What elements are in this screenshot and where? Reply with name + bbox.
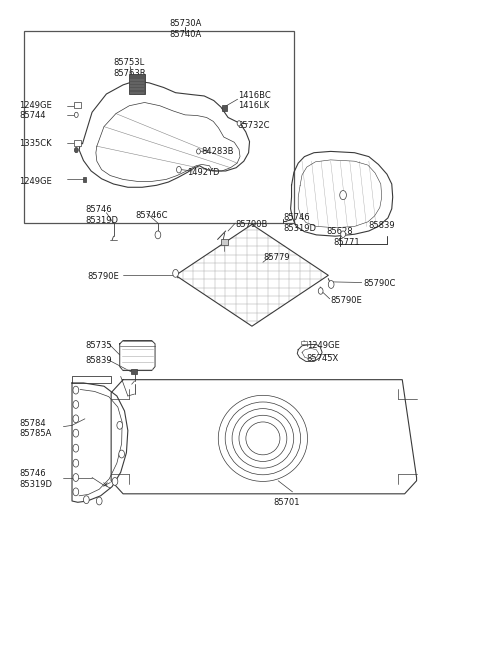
Text: 85784
85785A: 85784 85785A <box>20 419 52 438</box>
Text: 1249GE: 1249GE <box>20 177 52 186</box>
Text: 85790E: 85790E <box>331 295 362 305</box>
Bar <box>222 105 227 111</box>
Text: 85732C: 85732C <box>238 121 270 130</box>
Circle shape <box>73 474 79 481</box>
Ellipse shape <box>239 415 287 462</box>
Text: 84283B: 84283B <box>202 147 234 156</box>
Text: 85745X: 85745X <box>307 354 339 364</box>
Text: 85753L
85763R: 85753L 85763R <box>114 58 146 78</box>
Text: 1492YD: 1492YD <box>188 168 220 178</box>
Circle shape <box>73 488 79 496</box>
Circle shape <box>112 477 118 485</box>
Bar <box>301 341 307 345</box>
Text: 85839: 85839 <box>85 356 111 365</box>
Bar <box>74 140 81 145</box>
Text: 85746
85319D: 85746 85319D <box>85 206 118 225</box>
Circle shape <box>155 231 161 239</box>
Circle shape <box>177 166 181 173</box>
Bar <box>83 177 86 182</box>
Circle shape <box>328 280 334 288</box>
Text: 85790B: 85790B <box>235 220 268 229</box>
Text: 1416BC
1416LK: 1416BC 1416LK <box>238 90 270 111</box>
Bar <box>74 102 81 108</box>
Circle shape <box>318 288 323 294</box>
Circle shape <box>74 112 78 117</box>
Ellipse shape <box>232 409 294 468</box>
Text: 85790C: 85790C <box>363 279 396 288</box>
Circle shape <box>119 450 124 458</box>
Ellipse shape <box>246 422 280 455</box>
Bar <box>221 240 228 245</box>
Bar <box>24 31 294 223</box>
Circle shape <box>73 401 79 408</box>
Bar <box>131 369 137 375</box>
Circle shape <box>96 497 102 505</box>
Text: 85746C: 85746C <box>135 211 168 220</box>
Circle shape <box>197 149 200 154</box>
Ellipse shape <box>218 396 308 481</box>
Text: 85744: 85744 <box>20 111 46 120</box>
Text: 85779: 85779 <box>264 253 290 262</box>
Text: 1335CK: 1335CK <box>20 139 52 148</box>
Text: 1249GE: 1249GE <box>20 101 52 109</box>
Circle shape <box>73 459 79 467</box>
Text: 85790E: 85790E <box>87 272 119 281</box>
Circle shape <box>117 421 122 429</box>
Text: 85746
85319D: 85746 85319D <box>283 214 316 233</box>
Text: 85628: 85628 <box>326 227 352 236</box>
Circle shape <box>74 147 78 153</box>
Text: 85730A
85740A: 85730A 85740A <box>169 19 201 39</box>
Circle shape <box>73 386 79 394</box>
Text: 85746
85319D: 85746 85319D <box>20 469 52 489</box>
Circle shape <box>341 231 346 238</box>
Ellipse shape <box>225 402 300 475</box>
Circle shape <box>73 444 79 452</box>
Text: 85771: 85771 <box>333 238 360 247</box>
Circle shape <box>84 496 89 504</box>
Text: 85839: 85839 <box>369 221 396 231</box>
Circle shape <box>237 121 241 126</box>
Text: 1249GE: 1249GE <box>307 341 339 350</box>
Circle shape <box>73 429 79 437</box>
Text: 85701: 85701 <box>274 498 300 507</box>
Text: 85735: 85735 <box>85 341 111 350</box>
Circle shape <box>173 269 179 277</box>
Bar <box>129 75 144 94</box>
Circle shape <box>73 415 79 422</box>
Circle shape <box>340 191 347 200</box>
